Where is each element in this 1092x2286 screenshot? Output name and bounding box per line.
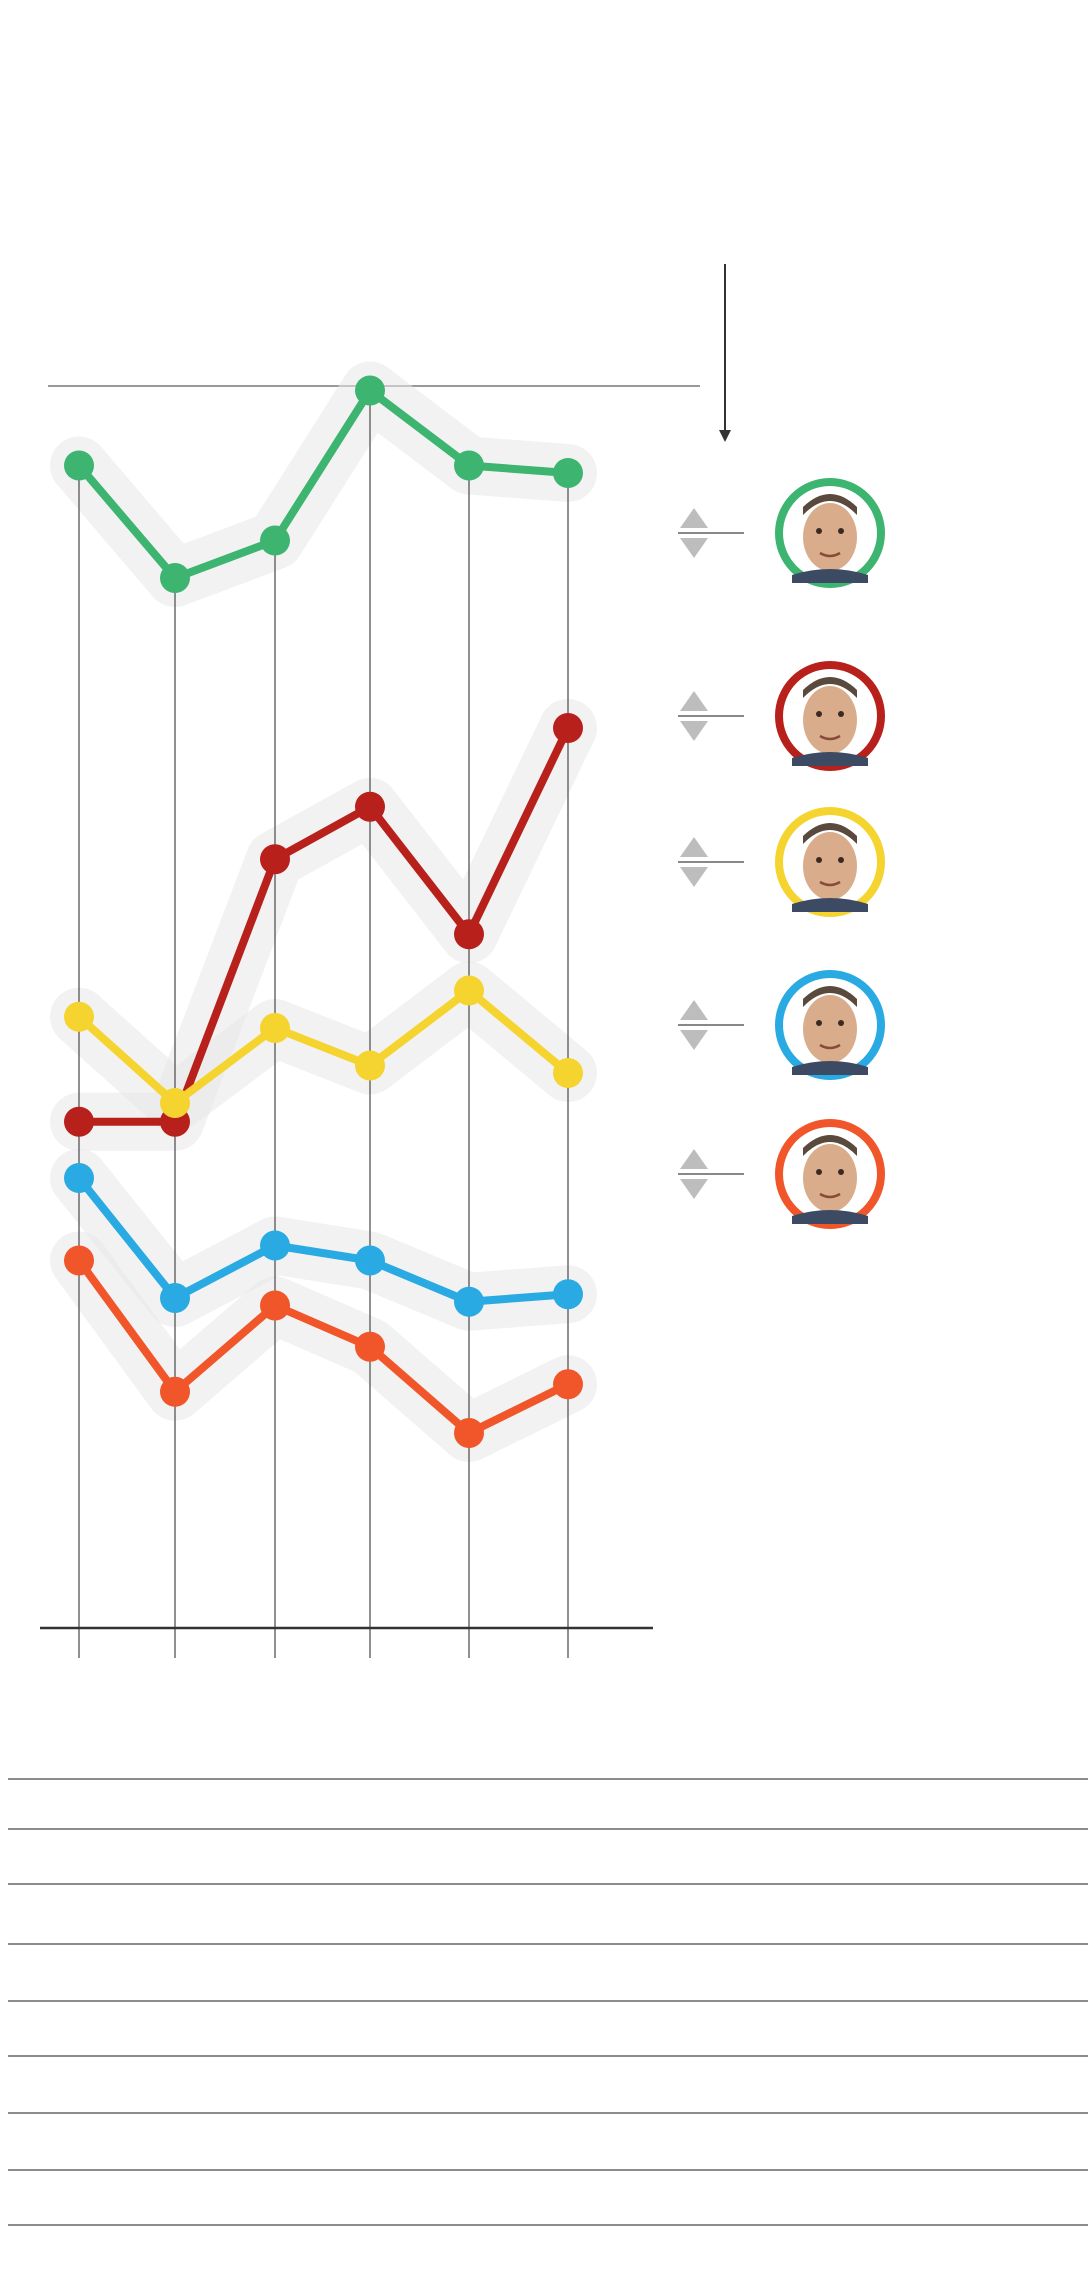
- series-lines: [75, 386, 572, 1437]
- series-line-haddad: [79, 726, 572, 1126]
- legend-item-alckmin: [678, 970, 885, 1080]
- series-line-ciro: [75, 1258, 570, 1437]
- data-point-alckmin: [260, 1230, 290, 1261]
- data-point-ciro: [553, 1369, 583, 1400]
- data-point-alckmin: [553, 1279, 583, 1310]
- trend-up-icon: [680, 1149, 708, 1169]
- data-point-ciro: [160, 1376, 190, 1407]
- legend-item-bolsonaro: [678, 478, 885, 588]
- data-point-haddad: [260, 844, 290, 875]
- data-point-bolsonaro: [64, 450, 94, 481]
- trend-up-icon: [680, 1000, 708, 1020]
- data-point-alckmin: [454, 1286, 484, 1317]
- series-line-alckmin: [75, 1175, 569, 1306]
- series-points: [64, 375, 583, 1448]
- data-point-alckmin: [160, 1283, 190, 1313]
- bolsonaro-photo: [775, 478, 885, 588]
- legend-item-ciro: [678, 1119, 885, 1229]
- ciro-photo: [775, 1119, 885, 1229]
- trend-down-icon: [680, 538, 708, 558]
- trend-down-icon: [680, 1179, 708, 1199]
- data-point-haddad: [553, 713, 583, 743]
- data-point-bolsonaro: [160, 563, 190, 593]
- data-point-haddad: [355, 791, 385, 822]
- data-point-bolsonaro: [260, 525, 290, 556]
- annotation-arrow-head: [719, 430, 731, 442]
- data-point-haddad: [454, 919, 484, 950]
- data-point-marina: [160, 1088, 190, 1118]
- trend-up-icon: [680, 691, 708, 711]
- data-point-marina: [260, 1013, 290, 1043]
- data-point-ciro: [355, 1331, 385, 1362]
- data-point-alckmin: [64, 1163, 94, 1193]
- series-line-bolsonaro: [75, 386, 569, 582]
- results-table: [8, 1778, 1088, 2226]
- data-point-alckmin: [355, 1245, 385, 1276]
- data-point-marina: [64, 1001, 94, 1032]
- haddad-photo: [775, 661, 885, 771]
- alckmin-photo: [775, 970, 885, 1080]
- data-point-ciro: [64, 1245, 94, 1276]
- candidate-legend: [678, 478, 885, 1229]
- trend-up-icon: [680, 508, 708, 528]
- data-point-ciro: [454, 1418, 484, 1448]
- marina-photo: [775, 807, 885, 917]
- trend-down-icon: [680, 1030, 708, 1050]
- data-point-marina: [553, 1058, 583, 1088]
- data-point-ciro: [260, 1290, 290, 1321]
- trend-down-icon: [680, 721, 708, 741]
- trend-down-icon: [680, 867, 708, 887]
- data-point-bolsonaro: [454, 450, 484, 481]
- series-halo-alckmin: [50, 1149, 597, 1331]
- trend-up-icon: [680, 837, 708, 857]
- data-point-bolsonaro: [355, 375, 385, 406]
- legend-item-marina: [678, 807, 885, 917]
- data-point-marina: [355, 1050, 385, 1081]
- legend-item-haddad: [678, 661, 885, 771]
- series-line-marina: [76, 986, 571, 1107]
- data-point-marina: [454, 975, 484, 1006]
- data-point-haddad: [64, 1106, 94, 1137]
- data-point-bolsonaro: [553, 458, 583, 488]
